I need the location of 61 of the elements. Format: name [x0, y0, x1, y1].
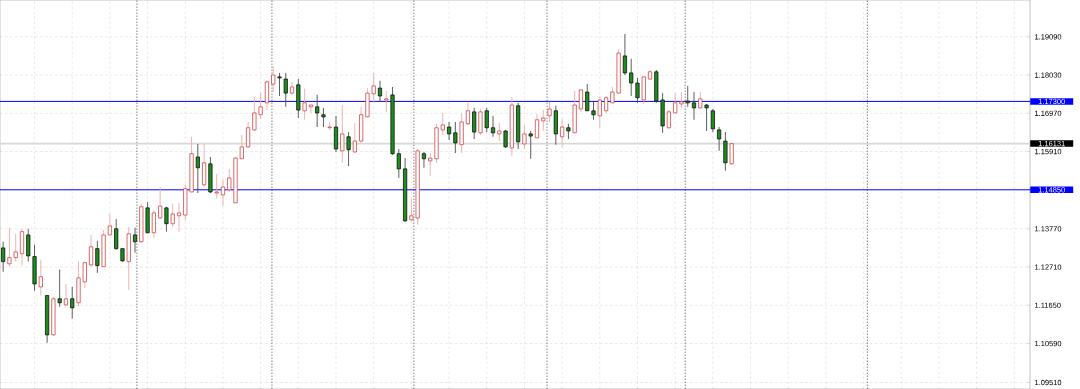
candlestick	[534, 113, 540, 139]
candlestick	[264, 79, 270, 111]
candlestick	[245, 121, 251, 149]
candlestick	[70, 286, 75, 320]
candlestick	[195, 143, 200, 194]
candlestick	[57, 269, 62, 308]
candlestick	[88, 234, 94, 268]
candlestick	[377, 80, 383, 103]
candlestick	[578, 89, 584, 113]
candlestick	[38, 259, 43, 296]
candlestick	[704, 103, 709, 132]
candlestick	[447, 121, 452, 141]
candlestick	[95, 240, 100, 274]
candlestick	[641, 76, 646, 105]
candlestick	[315, 94, 320, 128]
candlestick	[132, 227, 138, 254]
candlestick	[346, 131, 351, 167]
candlestick	[597, 96, 602, 129]
candlestick	[459, 112, 464, 154]
candlestick	[1, 241, 6, 273]
candlestick	[717, 126, 722, 152]
candlestick	[560, 118, 565, 148]
candlestick	[522, 124, 527, 150]
candlestick	[541, 109, 546, 132]
candlestick	[723, 131, 728, 172]
candlestick	[202, 143, 207, 188]
candlestick	[472, 107, 477, 140]
candlestick	[164, 206, 169, 233]
candlestick	[478, 108, 483, 136]
candlestick	[220, 179, 226, 207]
candlestick	[490, 115, 496, 138]
candlestick	[453, 121, 458, 154]
candlestick	[333, 115, 339, 153]
candlestick	[107, 213, 113, 236]
candlestick	[384, 90, 389, 113]
candlestick	[497, 122, 502, 142]
candlestick	[19, 228, 25, 267]
candlestick	[685, 85, 690, 108]
candlestick	[710, 108, 715, 133]
candlestick	[63, 283, 69, 307]
candlestick	[622, 33, 627, 76]
candlestick	[26, 228, 31, 263]
candlestick	[484, 107, 489, 133]
candlestick	[691, 91, 697, 121]
candlestick	[214, 173, 219, 200]
candlestick	[340, 104, 345, 164]
candlestick	[666, 109, 671, 130]
candlestick	[352, 122, 357, 154]
candlestick	[465, 102, 470, 126]
candlestick	[308, 104, 313, 114]
candlestick	[271, 65, 276, 93]
candlestick	[421, 151, 426, 169]
candlestick	[176, 202, 182, 233]
candlestick	[151, 209, 156, 239]
candlestick	[170, 203, 175, 228]
candlestick	[321, 107, 326, 128]
candlestick	[528, 130, 533, 160]
candlestick	[302, 88, 307, 121]
candlestick	[553, 105, 558, 146]
candlestick	[547, 101, 552, 123]
candlestick	[158, 186, 163, 220]
